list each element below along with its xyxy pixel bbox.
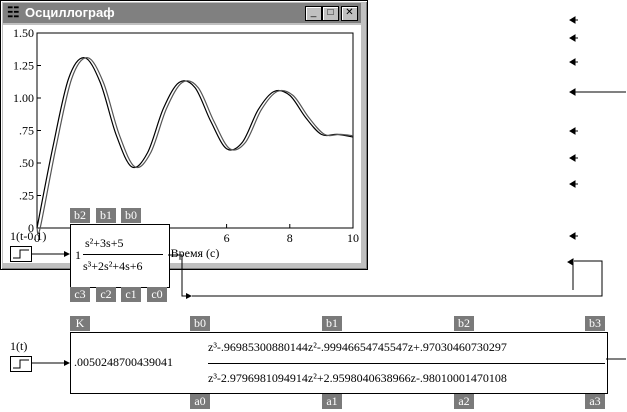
port-b2[interactable]: b2 — [70, 208, 90, 223]
step-source[interactable] — [10, 356, 32, 372]
series-line-2 — [36, 57, 354, 235]
window-title: Осциллограф — [25, 5, 115, 20]
source-step-label: 1(t) — [10, 339, 28, 353]
oscilloscope-chart: 0.25.50.751.001.251.500246810Время (с) — [13, 26, 359, 260]
x-tick-label: 6 — [224, 231, 230, 245]
x-tick-label: 0 — [34, 231, 40, 245]
plot-frame — [36, 32, 354, 229]
step-icon — [13, 249, 29, 259]
y-tick-label: 1.00 — [13, 91, 34, 105]
x-tick-label: 10 — [347, 231, 359, 245]
connector-arrow — [32, 360, 70, 366]
y-tick-label: 0 — [28, 221, 34, 235]
plot-area: 0.25.50.751.001.251.500246810Время (с) — [3, 25, 361, 263]
step-source-delayed[interactable] — [10, 246, 32, 262]
port-c3[interactable]: c3 — [70, 287, 90, 302]
connector-tf-to-scope — [168, 254, 603, 299]
dtf-fraction-bar — [208, 363, 605, 364]
minimize-button[interactable]: _ — [305, 6, 322, 21]
tf-denominator: s³+2s²+4s+6 — [83, 259, 143, 273]
x-tick-label: 8 — [287, 231, 293, 245]
port-c2[interactable]: c2 — [96, 287, 116, 302]
port-b2[interactable]: b2 — [454, 316, 474, 331]
series-line-1 — [36, 57, 354, 229]
connector-out — [606, 358, 626, 360]
dtf-denominator: z³-2.9796981094914z²+2.9598040638966z-.9… — [208, 371, 507, 385]
port-c0[interactable]: c0 — [147, 287, 167, 302]
y-tick-label: .25 — [19, 189, 34, 203]
app-icon: ☷ — [7, 6, 20, 21]
oscilloscope-title-bar[interactable]: ☷ Осциллограф _ □ ✕ — [3, 3, 361, 23]
port-a2[interactable]: a2 — [454, 394, 474, 409]
port-a0[interactable]: a0 — [190, 394, 210, 409]
port-b0[interactable]: b0 — [121, 208, 141, 223]
tf-gain: 1 — [75, 248, 81, 262]
close-button[interactable]: ✕ — [341, 6, 358, 21]
port-b0[interactable]: b0 — [190, 316, 210, 331]
port-b3[interactable]: b3 — [585, 316, 605, 331]
x-axis-label: Время (с) — [171, 246, 220, 260]
maximize-button[interactable]: □ — [322, 6, 339, 21]
dtf-numerator: z³-.96985300880144z²-.99946654745547z+.9… — [208, 340, 507, 354]
y-tick-label: 1.25 — [13, 59, 34, 73]
port-b1[interactable]: b1 — [96, 208, 116, 223]
source-delayed-step-label: 1(t-0.1) — [10, 229, 47, 243]
port-a1[interactable]: a1 — [322, 394, 342, 409]
tf-fraction-bar — [83, 254, 163, 255]
port-K[interactable]: K — [70, 316, 90, 331]
discrete-transfer-function-block[interactable]: .0050248700439041 z³-.96985300880144z²-.… — [70, 332, 608, 394]
y-tick-label: 1.50 — [13, 26, 34, 40]
port-c1[interactable]: c1 — [121, 287, 141, 302]
transfer-function-block[interactable]: 1 s²+3s+5 s³+2s²+4s+6 — [70, 224, 170, 288]
y-tick-label: .50 — [19, 156, 34, 170]
y-tick-label: .75 — [19, 124, 34, 138]
tf-numerator: s²+3s+5 — [85, 236, 124, 250]
oscilloscope-window[interactable]: ☷ Осциллограф _ □ ✕ 0 .25 .50 .75 1.00 1.25 1.… — [0, 0, 368, 270]
dtf-gain: .0050248700439041 — [74, 355, 173, 369]
oscilloscope-ports — [567, 16, 626, 290]
connector-arrow — [32, 251, 70, 257]
step-icon — [13, 359, 29, 369]
port-a3[interactable]: a3 — [585, 394, 605, 409]
port-b1[interactable]: b1 — [322, 316, 342, 331]
